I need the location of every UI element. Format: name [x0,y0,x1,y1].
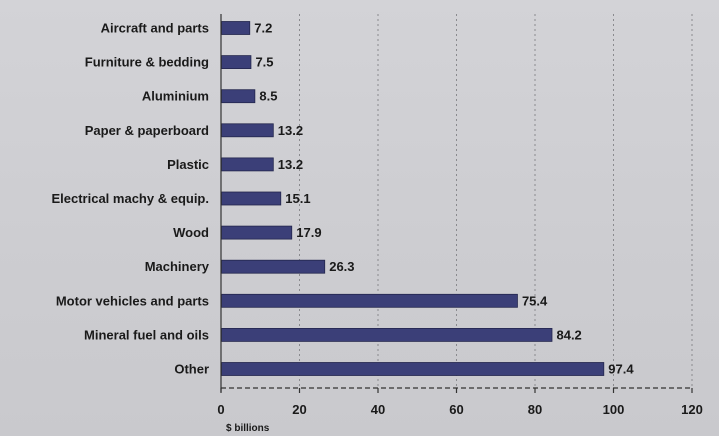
category-label: Motor vehicles and parts [56,293,209,308]
bar [221,293,518,308]
x-tick-label: 80 [528,402,542,417]
value-label: 13.2 [278,157,303,172]
x-tick-label: 100 [603,402,625,417]
x-tick-label: 20 [292,402,306,417]
bar [221,89,256,104]
category-label: Wood [173,225,209,240]
category-labels: Aircraft and parts Furniture & bedding Alu… [51,21,209,377]
category-label: Aluminium [142,89,209,104]
bar [221,362,605,376]
bars [221,21,605,376]
x-axis-title: $ billions [226,423,270,434]
value-label: 8.5 [259,89,277,104]
x-tick-label: 40 [371,402,385,417]
bar [221,259,326,274]
value-label: 13.2 [278,123,303,138]
bar [221,225,293,240]
bar [221,21,251,35]
category-label: Aircraft and parts [101,21,209,36]
value-label: 7.2 [254,21,272,36]
bar [221,55,252,69]
category-label: Other [174,362,209,377]
value-label: 15.1 [285,191,310,206]
x-tick-label: 0 [217,402,224,417]
bar [221,327,553,342]
category-label: Paper & paperboard [85,123,209,138]
value-label: 26.3 [329,259,354,274]
x-tick-label: 60 [449,402,463,417]
category-label: Plastic [167,157,209,172]
bar [221,157,274,172]
x-axis: 0 20 40 60 80 100 120 [217,14,703,417]
x-tick-label: 120 [681,402,703,417]
category-label: Furniture & bedding [85,55,209,70]
value-label: 17.9 [296,225,321,240]
bar [221,123,274,138]
value-label: 97.4 [608,362,634,377]
bar [221,191,282,206]
category-label: Mineral fuel and oils [84,327,209,342]
value-label: 84.2 [556,327,581,342]
value-label: 75.4 [522,293,548,308]
value-labels: 7.2 7.5 8.5 13.2 13.2 15.1 17.9 26.3 75.4 84.2 97.… [254,21,634,377]
value-label: 7.5 [255,55,273,70]
category-label: Machinery [145,259,210,274]
gridlines [299,14,693,388]
category-label: Electrical machy & equip. [51,191,209,206]
